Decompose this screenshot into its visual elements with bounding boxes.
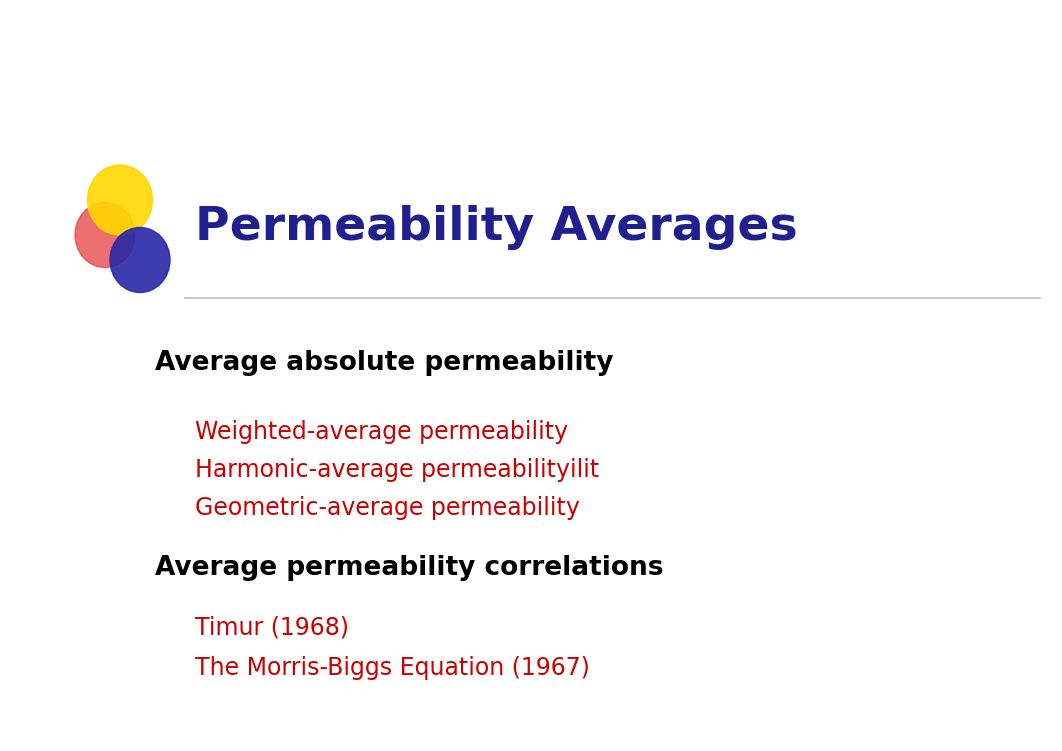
Text: Harmonic-average permeabilityilit: Harmonic-average permeabilityilit <box>195 458 599 482</box>
Text: Timur (1968): Timur (1968) <box>195 616 349 640</box>
Ellipse shape <box>75 203 135 267</box>
Text: Average permeability correlations: Average permeability correlations <box>155 555 664 581</box>
Text: The Morris-Biggs Equation (1967): The Morris-Biggs Equation (1967) <box>195 656 589 680</box>
Text: Weighted-average permeability: Weighted-average permeability <box>195 420 568 444</box>
Text: Average absolute permeability: Average absolute permeability <box>155 350 614 376</box>
Ellipse shape <box>87 165 153 235</box>
Ellipse shape <box>110 228 170 292</box>
Text: Geometric-average permeability: Geometric-average permeability <box>195 496 580 520</box>
Text: Permeability Averages: Permeability Averages <box>195 206 798 251</box>
